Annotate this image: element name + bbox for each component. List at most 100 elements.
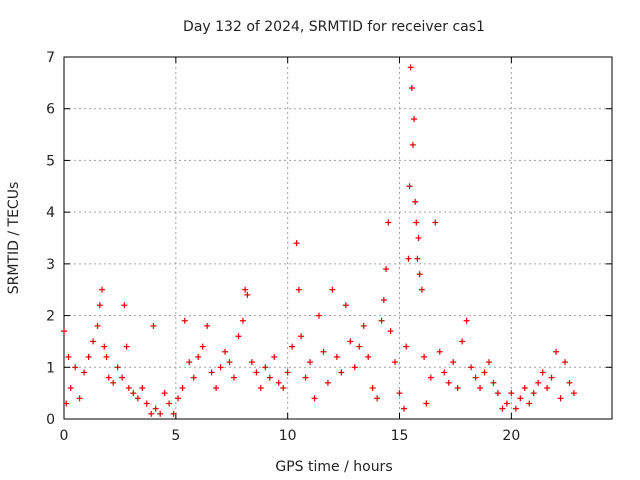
data-point (222, 348, 229, 355)
data-point (416, 271, 423, 278)
data-point (76, 395, 83, 402)
data-point (347, 338, 354, 345)
data-point (441, 369, 448, 376)
data-point (494, 390, 501, 397)
data-point (427, 374, 434, 381)
data-point (360, 322, 367, 329)
data-point (244, 291, 251, 298)
data-point (295, 286, 302, 293)
data-point (459, 338, 466, 345)
data-point (195, 353, 202, 360)
data-point (405, 255, 412, 262)
data-point (119, 374, 126, 381)
data-point (383, 266, 390, 273)
data-point (374, 395, 381, 402)
data-point (396, 390, 403, 397)
y-tick-labels: 0 1 2 3 4 5 6 7 (46, 50, 55, 428)
data-point (72, 364, 79, 371)
data-point (517, 395, 524, 402)
data-point (103, 353, 110, 360)
data-point (351, 364, 358, 371)
data-point (248, 359, 255, 366)
data-point (548, 374, 555, 381)
data-point (570, 390, 577, 397)
data-point (311, 395, 318, 402)
data-point (454, 384, 461, 391)
data-point (463, 317, 470, 324)
data-point (217, 364, 224, 371)
data-point (329, 286, 336, 293)
data-point (150, 322, 157, 329)
data-point (490, 379, 497, 386)
data-point (302, 374, 309, 381)
data-point (139, 384, 146, 391)
data-point (356, 343, 363, 350)
data-point (242, 286, 249, 293)
data-point (175, 395, 182, 402)
data-point (407, 64, 414, 71)
data-point (530, 390, 537, 397)
data-point (365, 353, 372, 360)
data-point (226, 359, 233, 366)
data-point (413, 219, 420, 226)
data-point (338, 369, 345, 376)
y-axis-label: SRMTID / TECUs (6, 182, 22, 295)
data-point (392, 359, 399, 366)
data-point (61, 328, 67, 335)
data-point (415, 235, 422, 241)
data-point (481, 369, 488, 376)
data-point (385, 219, 392, 226)
data-point (289, 343, 296, 350)
data-point (557, 395, 564, 402)
data-point (81, 369, 88, 376)
data-point (477, 384, 484, 391)
data-point (85, 353, 92, 360)
data-point (235, 333, 242, 340)
x-tick-labels: 0 5 10 15 20 (60, 428, 521, 444)
data-point (271, 353, 278, 360)
data-point (315, 312, 322, 319)
x-tick-label: 20 (502, 428, 520, 444)
data-point (307, 359, 314, 366)
data-point (503, 400, 510, 407)
data-point (485, 359, 492, 366)
data-point (199, 343, 206, 350)
data-point (266, 374, 273, 381)
data-point (411, 116, 418, 123)
data-point (432, 219, 439, 226)
data-point (378, 317, 385, 324)
data-point (320, 348, 327, 355)
data-point (63, 400, 70, 407)
y-tick-label: 3 (46, 257, 55, 273)
data-point (423, 400, 430, 407)
data-point (190, 374, 197, 381)
data-point (400, 405, 407, 412)
data-point (418, 286, 425, 293)
data-point (230, 374, 237, 381)
data-point (148, 410, 155, 417)
data-point (324, 379, 331, 386)
data-point (512, 405, 519, 412)
data-point (161, 390, 168, 397)
data-point (130, 390, 137, 397)
plot-frame (63, 56, 613, 420)
data-point (99, 286, 106, 293)
data-point (553, 348, 560, 355)
data-point (257, 384, 264, 391)
data-point (472, 374, 479, 381)
data-point (90, 338, 97, 345)
data-point (284, 369, 291, 376)
data-point (369, 384, 376, 391)
x-tick-label: 5 (171, 428, 180, 444)
data-point (179, 384, 186, 391)
data-point (468, 364, 475, 371)
y-tick-label: 7 (46, 50, 55, 66)
data-point (406, 183, 413, 190)
data-point (298, 333, 305, 340)
data-point (121, 302, 128, 309)
data-point (562, 359, 569, 366)
y-tick-label: 6 (46, 102, 55, 118)
data-point (380, 297, 387, 304)
data-point (253, 369, 260, 376)
